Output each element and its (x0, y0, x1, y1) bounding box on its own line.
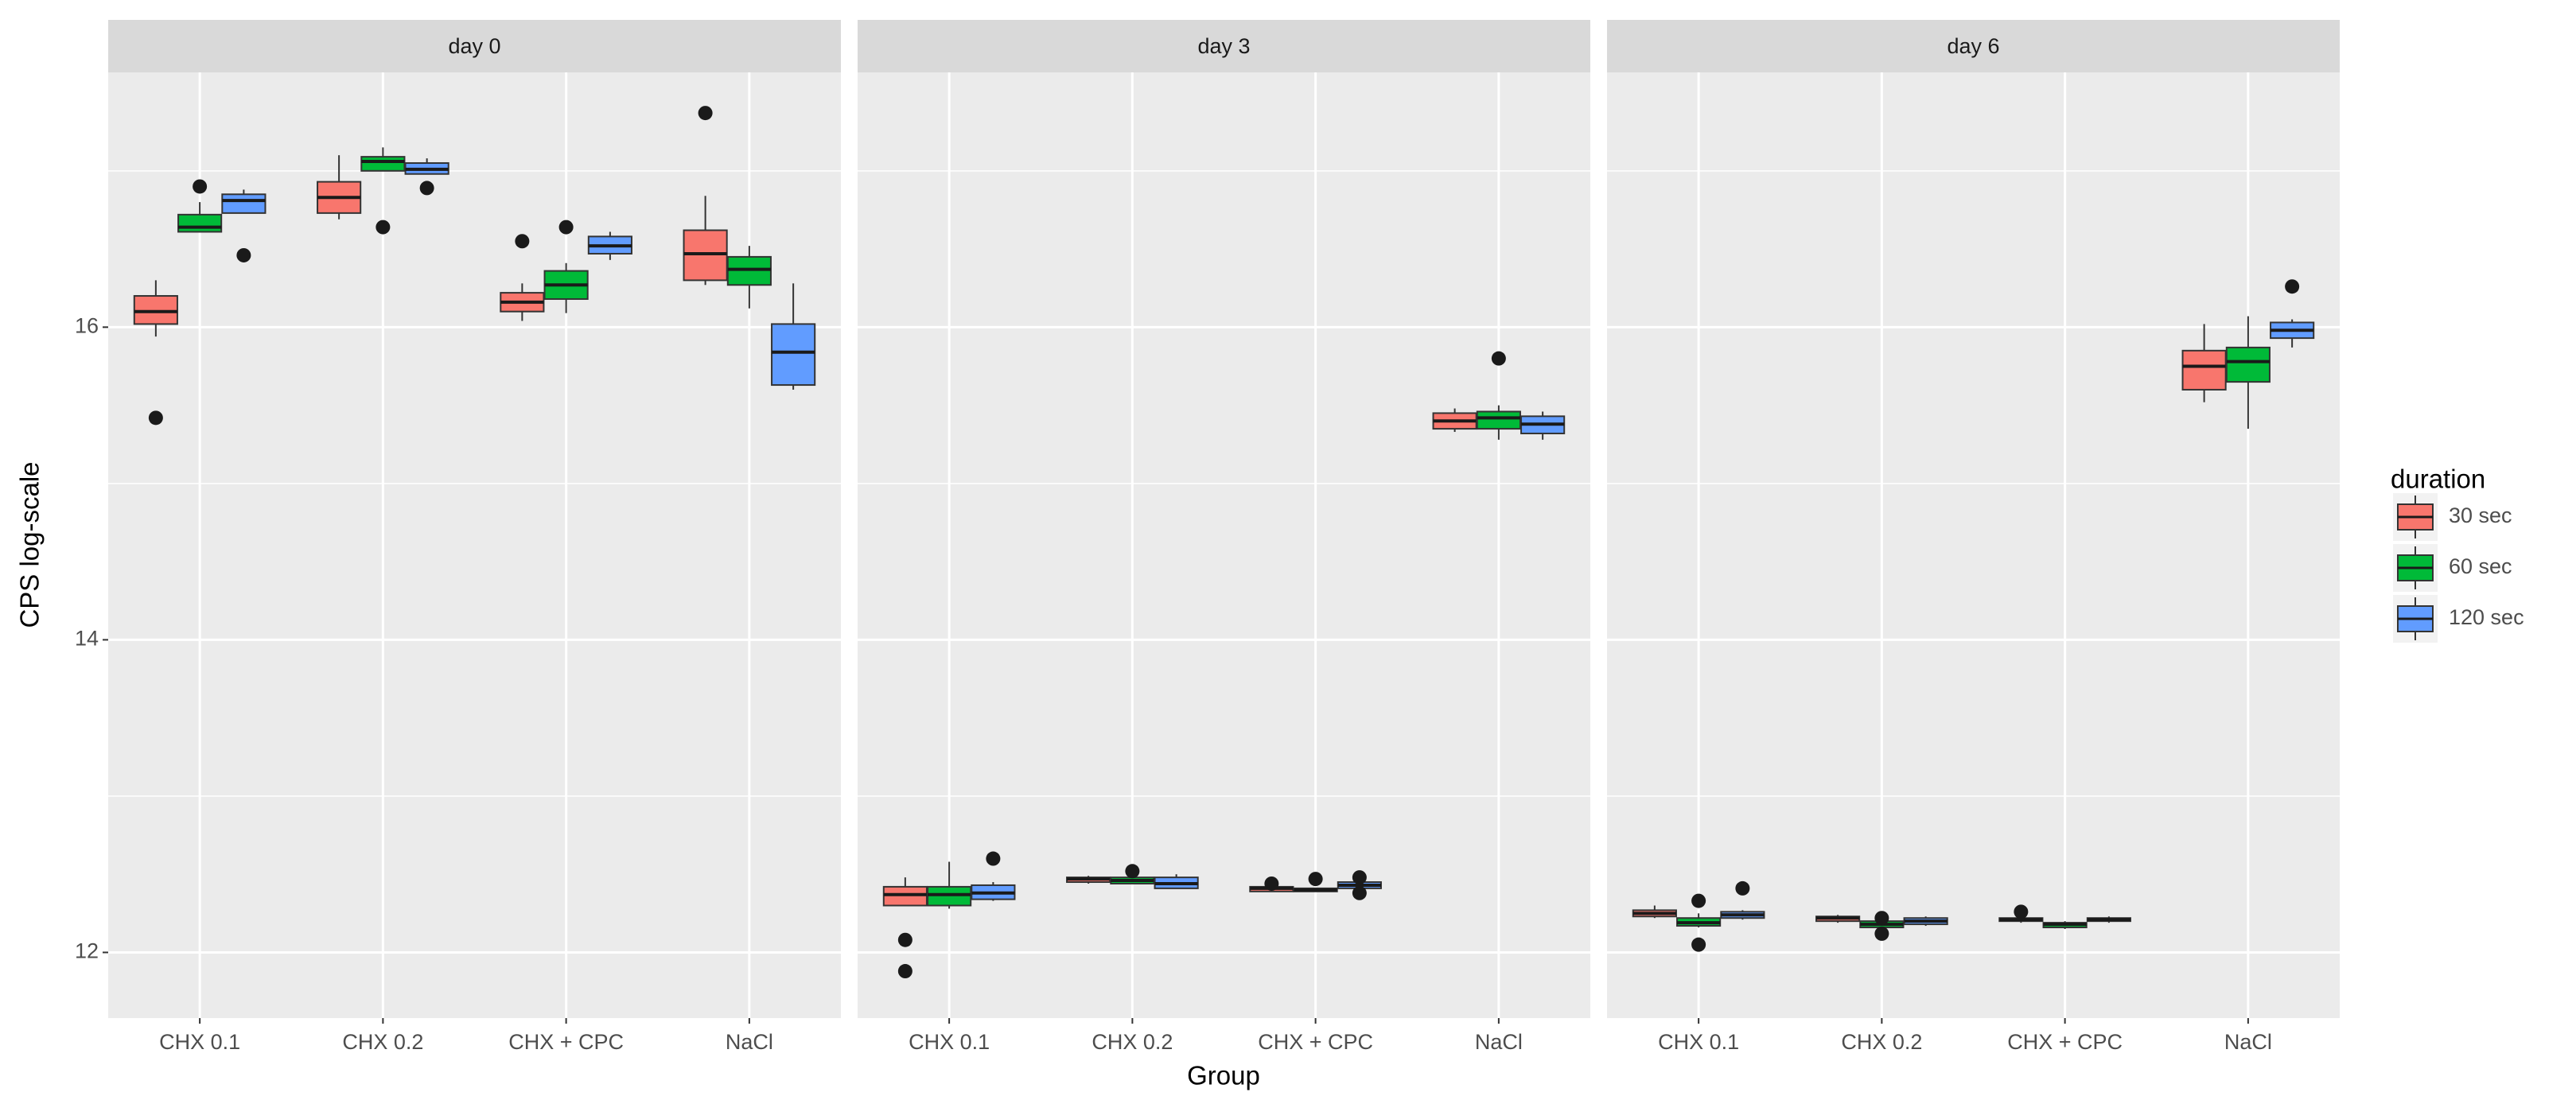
strip: day 6 (1947, 34, 1999, 58)
outlier (2285, 279, 2300, 294)
outlier (986, 851, 1001, 866)
strip: day 0 (448, 34, 500, 58)
y-tick-label: 12 (75, 939, 99, 963)
y-axis-title: CPS log-scale (15, 461, 45, 628)
outlier (193, 179, 208, 194)
x-tick-label: NaCl (726, 1030, 773, 1054)
x-tick-label: CHX 0.2 (1091, 1030, 1173, 1054)
x-tick-label: NaCl (2224, 1030, 2272, 1054)
y-tick-label: 16 (75, 313, 99, 337)
outlier (558, 220, 574, 235)
x-axis-title: Group (1187, 1061, 1260, 1090)
legend-label: 30 sec (2449, 503, 2512, 527)
outlier (148, 410, 163, 426)
box (2181, 349, 2227, 391)
outlier (1264, 876, 1279, 891)
legend-title: duration (2391, 464, 2485, 494)
panel-background (1607, 72, 2340, 1018)
outlier (376, 220, 391, 235)
box (2225, 346, 2271, 383)
outlier (1491, 351, 1506, 366)
strip-background (1607, 20, 2340, 72)
x-tick-label: CHX + CPC (508, 1030, 624, 1054)
legend-label: 120 sec (2449, 605, 2524, 629)
x-tick-label: CHX 0.2 (1841, 1030, 1922, 1054)
outlier (1308, 872, 1323, 887)
box (771, 323, 816, 387)
outlier (897, 932, 912, 947)
outlier (1691, 937, 1706, 952)
outlier (1691, 893, 1706, 908)
box (221, 193, 267, 214)
outlier (1352, 870, 1367, 885)
strip-background (108, 20, 841, 72)
outlier (515, 234, 530, 249)
x-tick-label: CHX 0.1 (159, 1030, 240, 1054)
box (1476, 410, 1521, 430)
outlier (2014, 904, 2029, 919)
x-tick-label: CHX 0.2 (342, 1030, 423, 1054)
legend-label: 60 sec (2449, 554, 2512, 578)
outlier (1874, 926, 1889, 941)
outlier (1125, 864, 1140, 879)
x-tick-label: CHX 0.1 (909, 1030, 990, 1054)
box (177, 213, 223, 233)
outlier (419, 181, 434, 196)
outlier (236, 247, 251, 262)
outlier (1735, 880, 1750, 896)
panel-background (858, 72, 1590, 1018)
x-tick-label: CHX + CPC (2007, 1030, 2123, 1054)
outlier (698, 106, 713, 121)
outlier (1874, 911, 1889, 926)
strip-background (858, 20, 1590, 72)
x-tick-label: NaCl (1475, 1030, 1523, 1054)
x-tick-label: CHX 0.1 (1658, 1030, 1739, 1054)
outlier (897, 964, 912, 979)
outlier (1352, 885, 1367, 900)
y-tick-label: 14 (75, 627, 99, 651)
box (360, 156, 406, 172)
x-tick-label: CHX + CPC (1258, 1030, 1373, 1054)
strip: day 3 (1197, 34, 1250, 58)
